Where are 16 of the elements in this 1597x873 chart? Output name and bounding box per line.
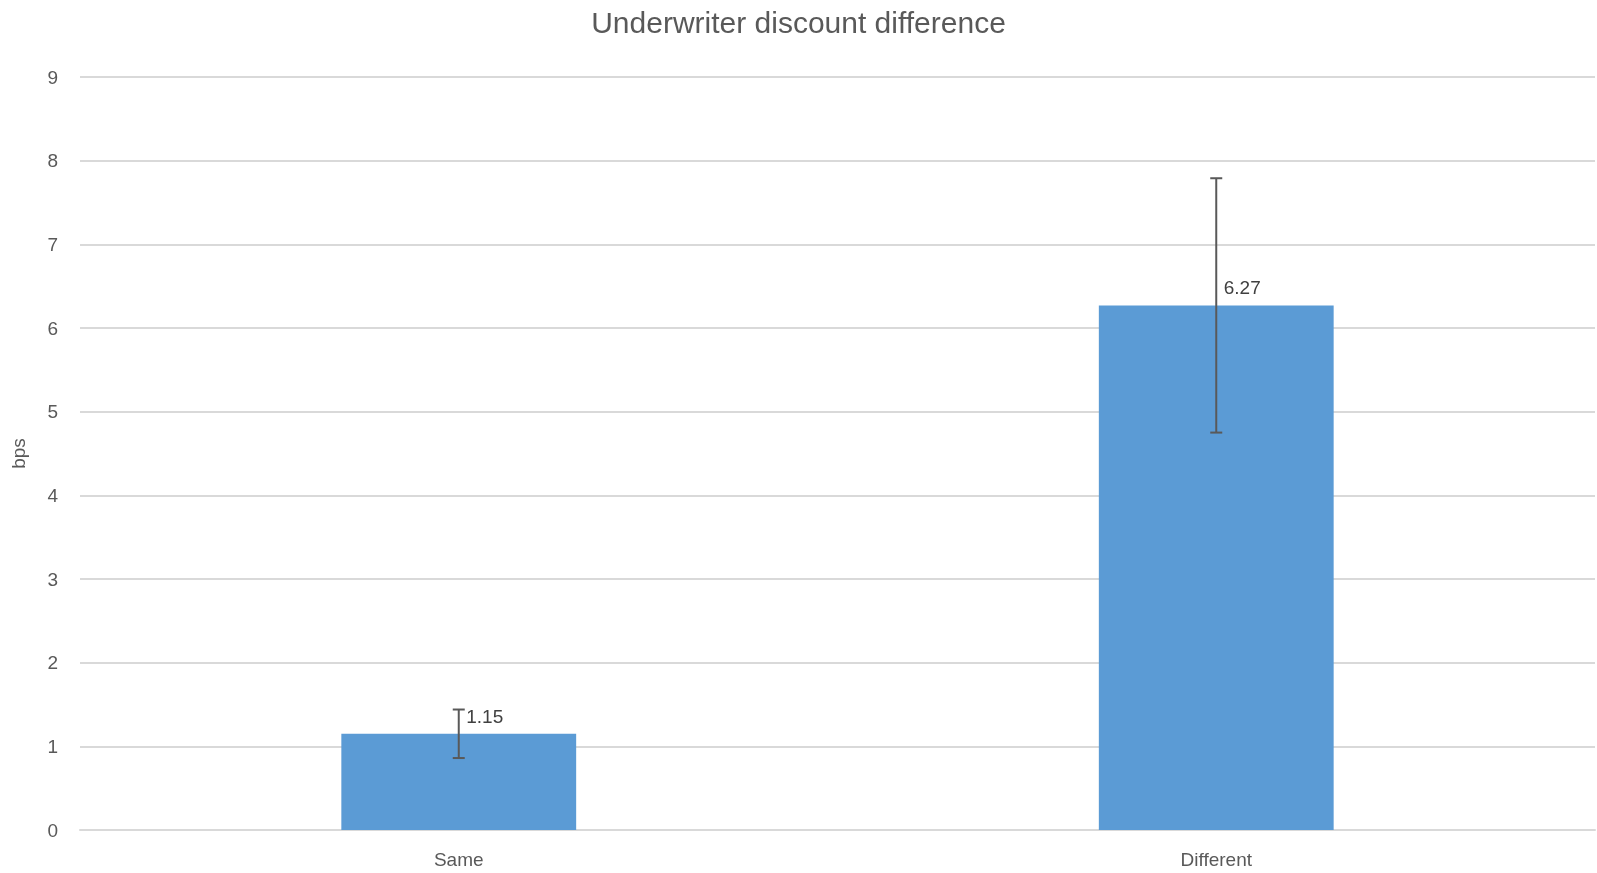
y-tick-label: 3 xyxy=(47,568,58,590)
y-tick-label: 2 xyxy=(47,652,58,674)
x-tick-label: Same xyxy=(433,849,484,870)
y-tick-label: 9 xyxy=(47,66,58,88)
data-label: 1.15 xyxy=(466,705,504,727)
y-axis-title: bps xyxy=(8,438,29,469)
x-tick-label: Different xyxy=(1180,849,1253,870)
y-tick-label: 4 xyxy=(47,484,59,506)
y-tick-label: 5 xyxy=(47,401,58,423)
y-tick-label: 0 xyxy=(47,819,58,841)
y-tick-label: 6 xyxy=(47,317,58,339)
data-label: 6.27 xyxy=(1223,277,1261,299)
chart-title: Underwriter discount difference xyxy=(591,5,1006,39)
y-tick-label: 1 xyxy=(47,735,58,757)
y-tick-label: 7 xyxy=(47,233,58,255)
y-tick-label: 8 xyxy=(47,150,58,172)
